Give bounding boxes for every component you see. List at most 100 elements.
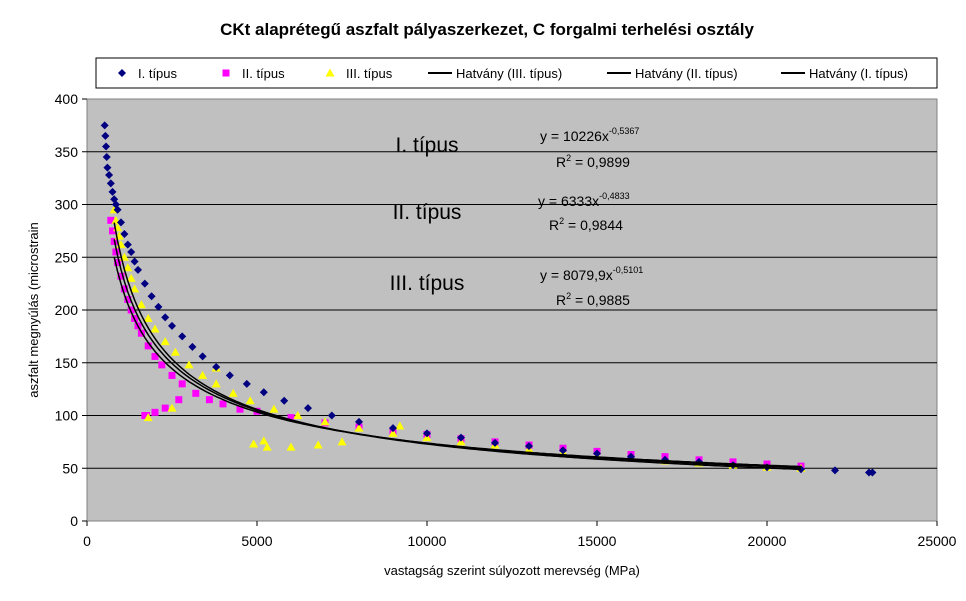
data-point <box>259 388 268 397</box>
data-point <box>102 142 111 151</box>
data-point <box>127 306 135 314</box>
data-point <box>219 400 227 408</box>
data-point <box>167 403 177 412</box>
data-point <box>262 442 272 451</box>
data-points-layer <box>100 121 877 477</box>
data-point <box>102 153 111 162</box>
legend-label: Hatvány (III. típus) <box>456 66 562 81</box>
data-point <box>130 257 139 266</box>
trendline <box>113 222 802 471</box>
data-point <box>236 405 244 413</box>
x-tick-label: 5000 <box>241 533 272 549</box>
data-point <box>161 313 170 322</box>
data-point <box>457 433 465 442</box>
data-point <box>249 439 259 448</box>
data-point <box>151 408 159 416</box>
data-point <box>593 449 601 458</box>
data-point <box>211 379 221 388</box>
data-point <box>388 428 398 437</box>
y-tick-label: 0 <box>70 513 78 529</box>
data-point <box>113 205 122 214</box>
legend: I. típus II. típus III. típus Hatvány (III.… <box>118 66 908 81</box>
data-point <box>123 263 133 272</box>
annotation-type2: II. típus <box>393 201 462 224</box>
data-point <box>143 412 150 419</box>
data-point <box>101 131 110 140</box>
data-point <box>108 187 117 196</box>
x-tick-label: 25000 <box>918 533 957 549</box>
data-point <box>150 324 160 333</box>
data-point <box>423 429 431 438</box>
data-point <box>184 360 194 369</box>
data-point <box>117 218 125 227</box>
y-tick-label: 200 <box>55 302 79 318</box>
data-point <box>188 342 197 351</box>
x-tick-label: 15000 <box>578 533 617 549</box>
data-point <box>147 292 156 301</box>
data-point <box>395 421 405 430</box>
x-tick-label: 10000 <box>408 533 447 549</box>
data-point <box>151 352 159 360</box>
data-point <box>212 362 221 371</box>
data-point <box>245 396 255 405</box>
data-point <box>160 337 170 346</box>
y-axis-label: aszfalt megnyúlás (microstrain <box>26 222 41 398</box>
data-point <box>175 396 183 404</box>
y-tick-label: 50 <box>62 460 78 476</box>
data-point <box>134 265 142 274</box>
data-point <box>198 352 207 361</box>
y-tick-label: 250 <box>55 249 79 265</box>
data-point <box>304 404 312 413</box>
legend-label: Hatvány (II. típus) <box>635 66 738 81</box>
data-point <box>109 227 116 235</box>
data-point <box>868 468 877 477</box>
data-point <box>124 295 132 303</box>
data-point <box>120 285 128 293</box>
data-point <box>123 240 132 249</box>
y-tick-label: 300 <box>55 197 79 213</box>
data-point <box>287 414 295 422</box>
data-point <box>144 342 152 350</box>
data-point <box>100 121 109 130</box>
x-tick-label: 0 <box>83 533 91 549</box>
data-point <box>525 442 533 451</box>
y-axis-ticks: 0 50 100 150 200 250 300 350 400 <box>55 91 87 529</box>
data-point <box>103 163 112 172</box>
data-point <box>286 442 296 451</box>
data-point <box>107 216 115 224</box>
data-point <box>198 370 208 379</box>
data-point <box>158 361 166 369</box>
data-point <box>320 417 330 426</box>
data-point <box>228 388 238 397</box>
data-point <box>242 379 251 388</box>
data-point <box>225 371 234 380</box>
data-point <box>354 423 364 432</box>
data-point <box>293 411 303 419</box>
x-tick-label: 20000 <box>748 533 787 549</box>
data-point <box>831 466 839 475</box>
data-point <box>117 272 125 280</box>
y-tick-label: 350 <box>55 144 79 160</box>
data-point <box>269 404 279 413</box>
data-point <box>170 347 180 356</box>
x-axis-ticks: 0 5000 10000 15000 20000 25000 <box>83 521 957 549</box>
data-point <box>143 413 153 422</box>
data-point <box>154 302 163 311</box>
y-tick-label: 150 <box>55 355 79 371</box>
data-point <box>105 170 114 179</box>
data-point <box>337 437 347 446</box>
r-squared-type3: R2 = 0,9885 <box>556 291 630 308</box>
annotation-type1: I. típus <box>395 134 458 157</box>
data-point <box>114 259 122 267</box>
data-point <box>143 313 153 322</box>
data-point <box>327 411 336 420</box>
data-point <box>491 438 499 447</box>
data-point <box>126 273 136 282</box>
data-point <box>161 404 169 412</box>
data-point <box>120 230 129 239</box>
equation-type1: y = 10226x-0,5367 <box>540 126 639 144</box>
data-point <box>559 446 567 455</box>
data-point <box>313 440 323 449</box>
legend-label: III. típus <box>346 66 393 81</box>
